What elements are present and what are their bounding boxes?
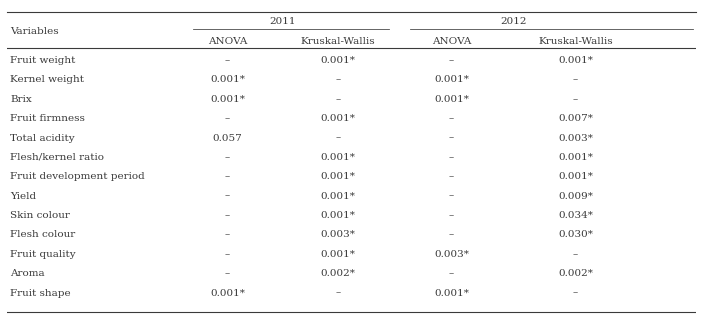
Text: 0.001*: 0.001* xyxy=(321,250,355,259)
Text: –: – xyxy=(449,231,454,240)
Text: –: – xyxy=(225,192,230,201)
Text: –: – xyxy=(449,114,454,123)
Text: 0.001*: 0.001* xyxy=(321,114,355,123)
Text: 0.003*: 0.003* xyxy=(558,134,593,143)
Text: Skin colour: Skin colour xyxy=(11,211,70,220)
Text: Fruit shape: Fruit shape xyxy=(11,289,71,298)
Text: 0.001*: 0.001* xyxy=(210,95,245,104)
Text: Flesh/kernel ratio: Flesh/kernel ratio xyxy=(11,153,105,162)
Text: 0.001*: 0.001* xyxy=(321,172,355,181)
Text: –: – xyxy=(335,75,340,84)
Text: Total acidity: Total acidity xyxy=(11,134,75,143)
Text: 0.034*: 0.034* xyxy=(558,211,593,220)
Text: Kruskal-Wallis: Kruskal-Wallis xyxy=(538,37,613,46)
Text: –: – xyxy=(573,75,578,84)
Text: 0.009*: 0.009* xyxy=(558,192,593,201)
Text: –: – xyxy=(449,211,454,220)
Text: 0.002*: 0.002* xyxy=(321,269,355,278)
Text: 0.001*: 0.001* xyxy=(558,56,593,65)
Text: Kruskal-Wallis: Kruskal-Wallis xyxy=(300,37,375,46)
Text: Yield: Yield xyxy=(11,192,37,201)
Text: 0.001*: 0.001* xyxy=(210,75,245,84)
Text: –: – xyxy=(449,153,454,162)
Text: Variables: Variables xyxy=(11,27,59,36)
Text: –: – xyxy=(335,134,340,143)
Text: Kernel weight: Kernel weight xyxy=(11,75,84,84)
Text: –: – xyxy=(225,231,230,240)
Text: 0.003*: 0.003* xyxy=(321,231,355,240)
Text: 0.030*: 0.030* xyxy=(558,231,593,240)
Text: –: – xyxy=(449,192,454,201)
Text: –: – xyxy=(225,250,230,259)
Text: 0.007*: 0.007* xyxy=(558,114,593,123)
Text: 0.001*: 0.001* xyxy=(434,95,469,104)
Text: ANOVA: ANOVA xyxy=(432,37,471,46)
Text: ANOVA: ANOVA xyxy=(208,37,247,46)
Text: 0.001*: 0.001* xyxy=(434,75,469,84)
Text: –: – xyxy=(335,289,340,298)
Text: Fruit quality: Fruit quality xyxy=(11,250,76,259)
Text: 2011: 2011 xyxy=(269,17,296,26)
Text: –: – xyxy=(225,114,230,123)
Text: 0.003*: 0.003* xyxy=(434,250,469,259)
Text: –: – xyxy=(225,211,230,220)
Text: Aroma: Aroma xyxy=(11,269,45,278)
Text: 0.001*: 0.001* xyxy=(434,289,469,298)
Text: –: – xyxy=(449,269,454,278)
Text: 0.002*: 0.002* xyxy=(558,269,593,278)
Text: –: – xyxy=(449,56,454,65)
Text: –: – xyxy=(225,172,230,181)
Text: Fruit weight: Fruit weight xyxy=(11,56,76,65)
Text: –: – xyxy=(225,56,230,65)
Text: 2012: 2012 xyxy=(500,17,527,26)
Text: 0.057: 0.057 xyxy=(212,134,243,143)
Text: 0.001*: 0.001* xyxy=(321,56,355,65)
Text: –: – xyxy=(335,95,340,104)
Text: 0.001*: 0.001* xyxy=(558,172,593,181)
Text: –: – xyxy=(573,250,578,259)
Text: 0.001*: 0.001* xyxy=(321,153,355,162)
Text: Brix: Brix xyxy=(11,95,32,104)
Text: –: – xyxy=(225,269,230,278)
Text: –: – xyxy=(573,95,578,104)
Text: 0.001*: 0.001* xyxy=(210,289,245,298)
Text: 0.001*: 0.001* xyxy=(321,192,355,201)
Text: Fruit development period: Fruit development period xyxy=(11,172,146,181)
Text: –: – xyxy=(449,172,454,181)
Text: Flesh colour: Flesh colour xyxy=(11,231,76,240)
Text: Fruit firmness: Fruit firmness xyxy=(11,114,85,123)
Text: –: – xyxy=(225,153,230,162)
Text: –: – xyxy=(573,289,578,298)
Text: 0.001*: 0.001* xyxy=(558,153,593,162)
Text: –: – xyxy=(449,134,454,143)
Text: 0.001*: 0.001* xyxy=(321,211,355,220)
